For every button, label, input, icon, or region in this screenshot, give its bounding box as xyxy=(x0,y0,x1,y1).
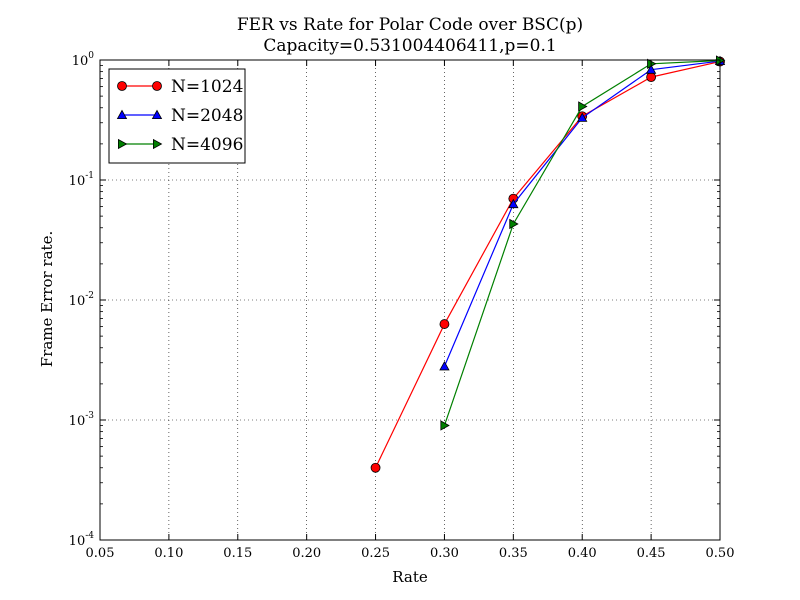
x-tick-label: 0.50 xyxy=(706,546,735,561)
legend-item: N=4096 xyxy=(118,135,243,155)
data-point xyxy=(578,101,588,112)
x-tick-label: 0.10 xyxy=(154,546,183,561)
y-tick-label: 10-2 xyxy=(69,291,94,309)
data-point xyxy=(439,319,450,329)
x-axis-label: Rate xyxy=(392,568,428,586)
x-tick-label: 0.20 xyxy=(292,546,321,561)
legend-marker xyxy=(151,109,163,119)
legend-box xyxy=(108,68,246,164)
legend-item: N=2048 xyxy=(116,106,243,126)
data-point xyxy=(577,112,588,122)
data-point xyxy=(439,361,450,371)
y-tick-label: 10-4 xyxy=(69,531,95,549)
series-n-1024 xyxy=(370,56,725,473)
series-n-4096 xyxy=(440,55,726,431)
legend-marker xyxy=(117,81,127,91)
x-tick-label: 0.05 xyxy=(86,546,115,561)
legend-marker xyxy=(152,81,162,91)
legend-marker xyxy=(118,138,128,150)
data-point xyxy=(645,64,657,74)
axis-ticks xyxy=(99,59,721,541)
chart-subtitle: Capacity=0.531004406411,p=0.1 xyxy=(263,36,556,56)
legend-label: N=1024 xyxy=(171,77,243,97)
y-axis-label: Frame Error rate. xyxy=(38,231,56,367)
legend-label: N=2048 xyxy=(171,106,243,126)
x-tick-label: 0.15 xyxy=(223,546,252,561)
series-group xyxy=(370,55,726,473)
data-point xyxy=(509,218,519,230)
x-tick-label: 0.45 xyxy=(637,546,666,561)
data-point xyxy=(440,420,450,431)
legend-label: N=4096 xyxy=(171,135,243,155)
x-tick-label: 0.30 xyxy=(430,546,459,561)
data-point xyxy=(370,462,381,473)
tick-labels: 0.05 0.10 0.15 0.20 0.25 0.30 0.35 0.40 0.45 0.50… xyxy=(69,51,735,561)
y-tick-label: 10-3 xyxy=(69,411,95,429)
series-line xyxy=(375,61,721,469)
y-tick-label: 100 xyxy=(72,51,95,69)
x-tick-label: 0.35 xyxy=(499,546,528,561)
chart-title: FER vs Rate for Polar Code over BSC(p) xyxy=(237,15,583,35)
y-tick-label: 10-1 xyxy=(69,171,94,189)
x-tick-label: 0.25 xyxy=(361,546,390,561)
data-point xyxy=(508,198,519,209)
legend-item: N=1024 xyxy=(117,77,243,97)
legend: N=1024 N=2048 N=4096 xyxy=(108,68,246,164)
data-point xyxy=(646,72,657,83)
x-tick-label: 0.40 xyxy=(568,546,597,561)
legend-marker xyxy=(116,109,128,119)
legend-marker xyxy=(152,138,163,150)
